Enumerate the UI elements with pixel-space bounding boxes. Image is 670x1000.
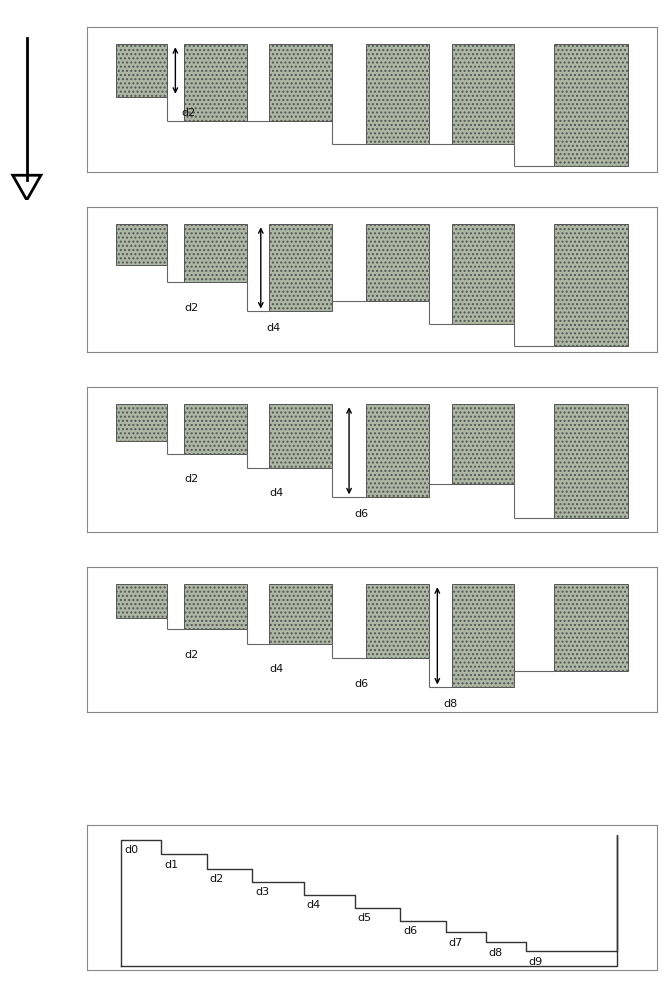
Text: d8: d8 — [443, 699, 458, 709]
Bar — [184, 224, 247, 282]
Text: d0: d0 — [124, 845, 138, 855]
Bar — [366, 44, 429, 144]
Bar — [452, 584, 515, 687]
Text: d4: d4 — [269, 664, 283, 674]
Text: d6: d6 — [355, 509, 369, 519]
Text: d1: d1 — [164, 860, 178, 870]
Text: d2: d2 — [181, 108, 196, 118]
Text: d2: d2 — [210, 874, 224, 884]
Bar — [452, 44, 515, 144]
Bar — [116, 224, 167, 265]
Bar — [184, 404, 247, 454]
Bar — [452, 224, 515, 324]
Bar — [366, 224, 429, 301]
Bar — [116, 584, 167, 618]
Bar — [366, 404, 429, 497]
Text: d6: d6 — [355, 679, 369, 689]
Bar — [554, 44, 628, 166]
Bar — [116, 44, 167, 97]
Bar — [184, 44, 247, 121]
Bar — [269, 404, 332, 468]
Text: d5: d5 — [358, 913, 372, 923]
Text: d4: d4 — [267, 323, 281, 333]
Bar — [366, 584, 429, 658]
Bar — [554, 404, 628, 518]
Text: d4: d4 — [269, 488, 283, 498]
Text: d9: d9 — [529, 957, 543, 967]
Bar — [452, 404, 515, 484]
Text: d2: d2 — [184, 650, 198, 660]
Bar — [269, 584, 332, 644]
Text: d3: d3 — [255, 887, 269, 897]
Text: d4: d4 — [306, 900, 321, 910]
Text: d6: d6 — [403, 926, 417, 936]
Text: d2: d2 — [184, 474, 198, 484]
Bar — [554, 224, 628, 346]
Bar — [554, 584, 628, 671]
Bar — [269, 224, 332, 311]
Bar — [116, 404, 167, 441]
Polygon shape — [13, 175, 41, 200]
Text: d7: d7 — [449, 938, 463, 948]
Text: d2: d2 — [184, 303, 198, 313]
Bar — [269, 44, 332, 121]
Text: d8: d8 — [488, 948, 503, 958]
Bar — [184, 584, 247, 629]
